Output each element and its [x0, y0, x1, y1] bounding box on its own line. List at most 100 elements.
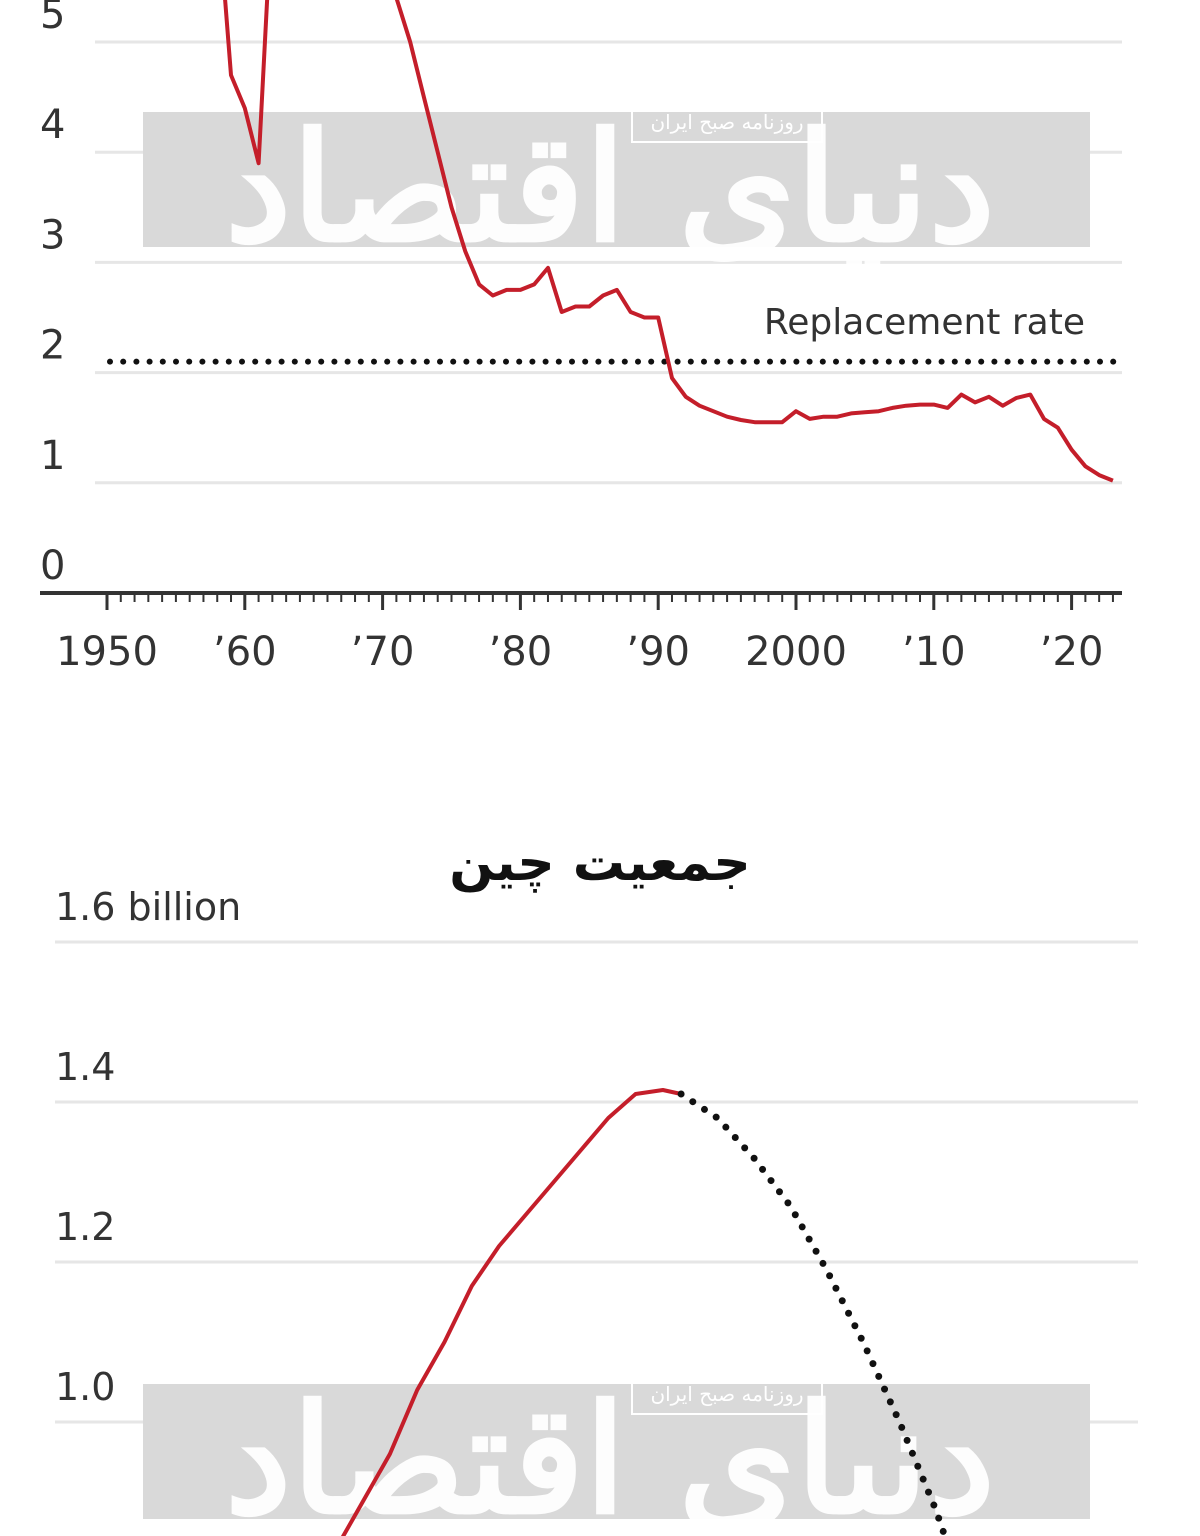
- population-gridlines: [55, 940, 1138, 1424]
- replacement-dot: [357, 358, 364, 365]
- fertility-x-tick-labels: 1950 ’60 ’70 ’80 ’90 2000 ’10 ’20: [56, 629, 1103, 675]
- fertility-x-axis: [40, 591, 1122, 610]
- watermark-band: [143, 112, 1090, 247]
- replacement-dot: [331, 358, 338, 365]
- y-tick-label: 3: [40, 212, 65, 258]
- watermark-band: [143, 1384, 1090, 1519]
- replacement-dot: [595, 358, 602, 365]
- y-tick-label: 1.0: [55, 1365, 115, 1409]
- replacement-dot: [173, 358, 179, 365]
- replacement-dot: [780, 358, 787, 365]
- replacement-dot: [833, 358, 839, 365]
- replacement-dot: [186, 358, 193, 365]
- replacement-dot: [727, 358, 734, 365]
- replacement-dot: [859, 358, 866, 365]
- fertility-rate-chart: دنیای اقتصاد روزنامه صبح ایران Replaceme…: [40, 0, 1122, 675]
- replacement-dot: [846, 358, 853, 365]
- watermark-tagline-box: [631, 1371, 823, 1415]
- y-tick-label: 1.6 billion: [55, 885, 241, 929]
- replacement-dot: [542, 358, 549, 365]
- replacement-dot: [410, 358, 417, 365]
- watermark-top: دنیای اقتصاد روزنامه صبح ایران: [143, 99, 1090, 276]
- replacement-dot: [674, 358, 681, 365]
- replacement-dot: [899, 358, 905, 365]
- replacement-dot: [793, 358, 800, 365]
- replacement-dot: [146, 358, 153, 365]
- replacement-dot: [265, 358, 272, 365]
- population-chart: جمعیت چین 1.6 billion 1.4 1.2 1.0 دنیای اقت…: [55, 833, 1138, 1536]
- replacement-dot: [1017, 358, 1024, 365]
- y-tick-label: 5: [40, 0, 65, 38]
- replacement-dot: [872, 358, 879, 365]
- watermark-tagline: روزنامه صبح ایران: [650, 110, 803, 134]
- replacement-dot: [437, 358, 443, 365]
- y-tick-label: 1: [40, 433, 65, 479]
- x-tick-label: ’80: [489, 629, 553, 675]
- replacement-dot: [1044, 358, 1051, 365]
- fertility-line: [223, 0, 1114, 483]
- replacement-dot: [1097, 358, 1103, 365]
- replacement-dot: [978, 358, 985, 365]
- replacement-dot: [107, 358, 113, 365]
- replacement-dot: [120, 358, 127, 365]
- replacement-dot: [885, 358, 892, 365]
- replacement-dot: [159, 358, 166, 365]
- replacement-dot: [450, 358, 457, 365]
- watermark-tagline-box: [631, 99, 823, 143]
- fertility-y-tick-labels: 0 1 2 3 4 5: [40, 0, 65, 589]
- replacement-dot: [318, 358, 325, 365]
- replacement-dot: [225, 358, 232, 365]
- replacement-dot: [305, 358, 311, 365]
- replacement-dot: [489, 358, 496, 365]
- replacement-dot: [529, 358, 536, 365]
- replacement-dot: [1110, 358, 1117, 365]
- replacement-dot: [463, 358, 470, 365]
- y-tick-label: 0: [40, 543, 65, 589]
- replacement-dot: [925, 358, 932, 365]
- replacement-dot: [516, 358, 523, 365]
- x-tick-label: 2000: [745, 629, 847, 675]
- population-projection-line: [677, 1090, 949, 1536]
- replacement-dot: [291, 358, 298, 365]
- replacement-dot: [503, 358, 509, 365]
- replacement-dot: [371, 358, 377, 365]
- replacement-dot: [991, 358, 998, 365]
- replacement-dot: [965, 358, 971, 365]
- replacement-dot: [555, 358, 562, 365]
- replacement-dot: [819, 358, 826, 365]
- y-tick-label: 2: [40, 323, 65, 369]
- x-tick-label: ’90: [626, 629, 690, 675]
- replacement-dot: [740, 358, 747, 365]
- watermark-tagline: روزنامه صبح ایران: [650, 1382, 803, 1406]
- population-line: [340, 1088, 682, 1536]
- replacement-dot: [1057, 358, 1064, 365]
- replacement-dot: [806, 358, 813, 365]
- replacement-rate-label: Replacement rate: [764, 302, 1085, 343]
- x-tick-label: 1950: [56, 629, 158, 675]
- x-tick-label: ’10: [902, 629, 966, 675]
- replacement-dot: [608, 358, 615, 365]
- fertility-series: [223, 0, 1114, 483]
- replacement-dot: [252, 358, 259, 365]
- replacement-dot: [239, 358, 245, 365]
- replacement-dot: [476, 358, 483, 365]
- replacement-dot: [212, 358, 219, 365]
- replacement-dot: [951, 358, 958, 365]
- x-tick-label: ’60: [213, 629, 277, 675]
- replacement-dot: [635, 358, 641, 365]
- replacement-dot: [1070, 358, 1077, 365]
- replacement-dot: [1083, 358, 1090, 365]
- replacement-dot: [569, 358, 575, 365]
- replacement-dot: [701, 358, 707, 365]
- replacement-rate-line: [107, 358, 1117, 365]
- replacement-dot: [621, 358, 628, 365]
- population-series: [340, 1088, 949, 1536]
- population-y-tick-labels: 1.6 billion 1.4 1.2 1.0: [55, 885, 241, 1409]
- replacement-dot: [767, 358, 773, 365]
- replacement-dot: [344, 358, 351, 365]
- watermark-logo-text: دنیای اقتصاد: [225, 1372, 995, 1536]
- x-tick-label: ’70: [351, 629, 415, 675]
- replacement-dot: [423, 358, 430, 365]
- y-tick-label: 1.4: [55, 1045, 115, 1089]
